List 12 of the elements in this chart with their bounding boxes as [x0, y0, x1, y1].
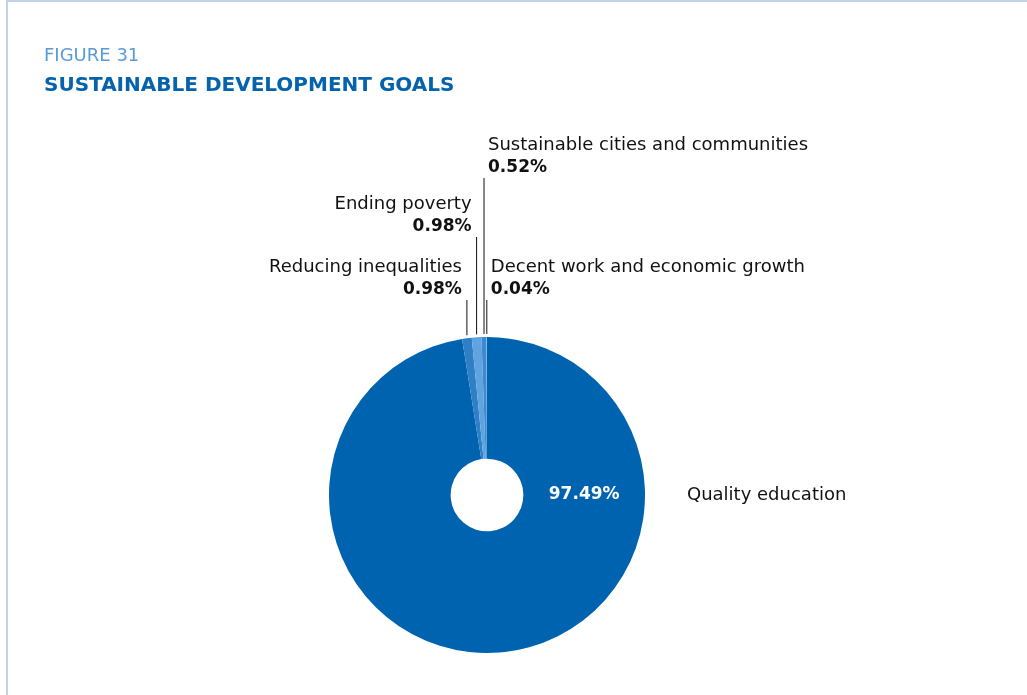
slice-label: Decent work and economic growth: [490, 255, 805, 276]
slice-label: Sustainable cities and communities: [488, 133, 809, 154]
data-label: 0.04%: [490, 278, 550, 298]
slice-label: Ending poverty: [334, 192, 472, 213]
data-label: 97.49%: [548, 483, 620, 504]
slice-label: Reducing inequalities: [268, 255, 462, 276]
data-label: 0.52%: [488, 156, 548, 176]
text: FIGURE 31: [44, 44, 140, 65]
data-label: 0.98%: [412, 215, 472, 235]
chart-title: SUSTAINABLE DEVELOPMENT GOALS: [44, 72, 455, 96]
slice-label: Quality education: [687, 482, 847, 504]
data-label: 0.98%: [402, 278, 462, 298]
